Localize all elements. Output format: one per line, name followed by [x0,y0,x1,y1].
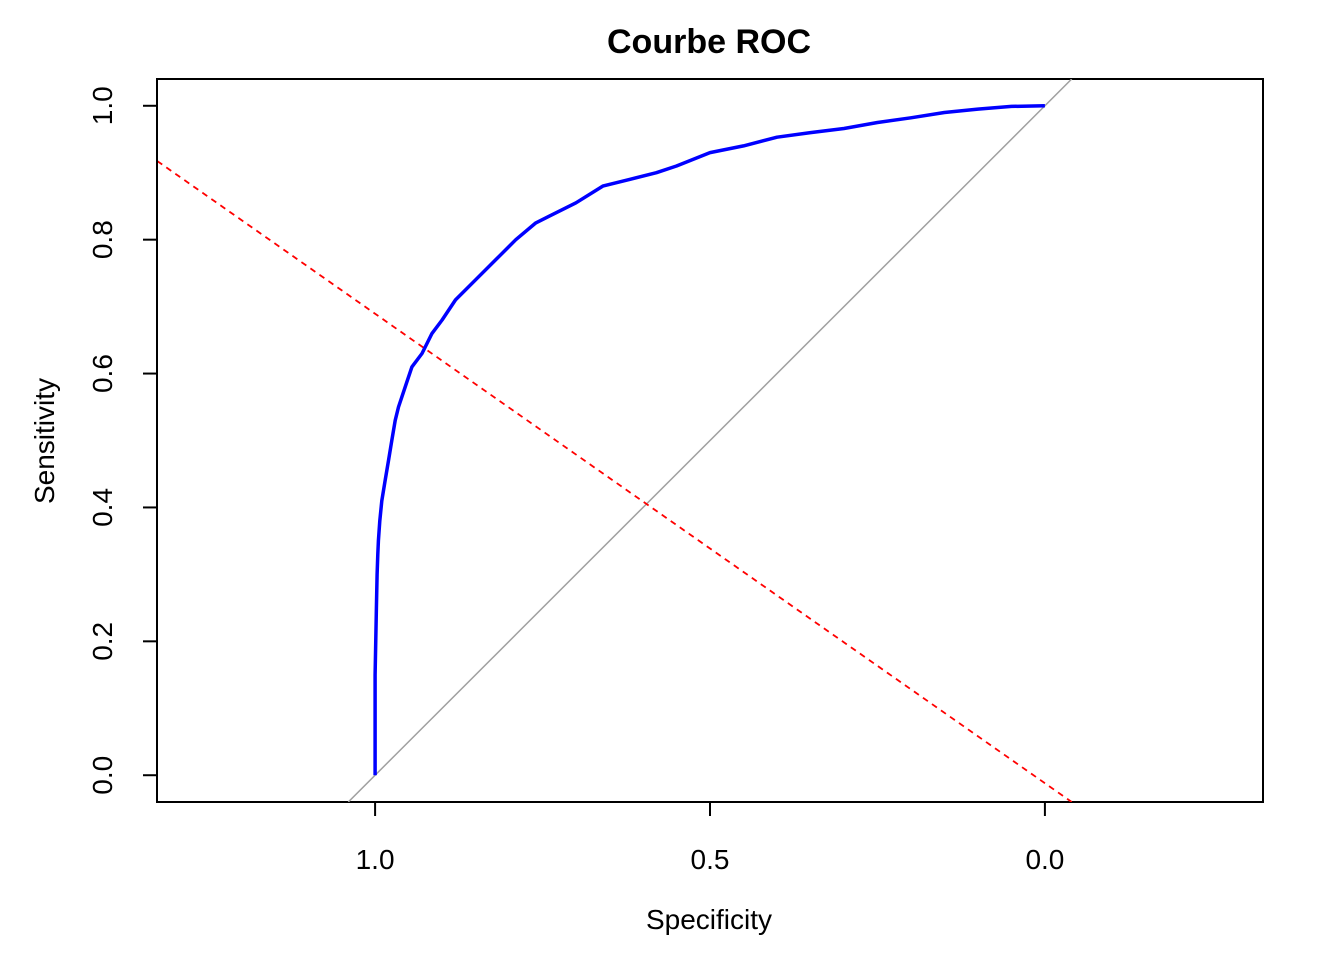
x-tick-label: 0.0 [1025,844,1064,875]
roc-curve-line [373,104,1045,776]
y-tick-label: 0.8 [87,220,118,259]
x-axis: 1.0 0.5 0.0 [356,801,1064,875]
y-tick-label: 0.6 [87,354,118,393]
y-tick-label: 0.2 [87,622,118,661]
red-dashed-line [157,159,1073,802]
reference-diagonal-line [347,79,1073,802]
plot-marks [157,79,1073,802]
x-axis-label: Specificity [646,904,772,935]
y-tick-label: 1.0 [87,86,118,125]
y-tick-label: 0.4 [87,488,118,527]
y-axis: 0.0 0.2 0.4 0.6 0.8 1.0 [87,86,158,795]
y-axis-label: Sensitivity [29,378,60,504]
chart-title: Courbe ROC [607,23,811,61]
x-tick-label: 0.5 [691,844,730,875]
y-tick-label: 0.0 [87,756,118,795]
x-tick-label: 1.0 [356,844,395,875]
